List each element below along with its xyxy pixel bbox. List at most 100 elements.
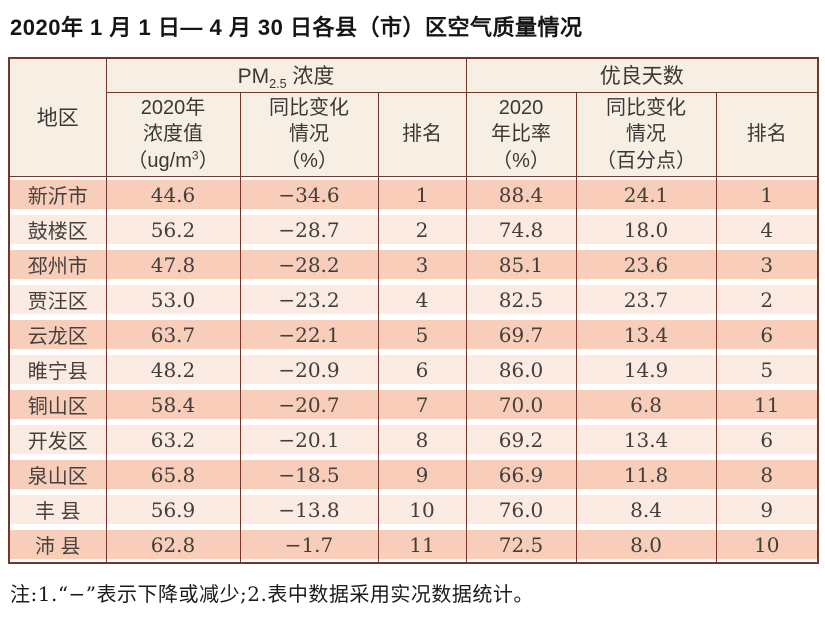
pm-rank-cell: 3 [377,247,467,283]
pm-rank-cell: 5 [377,317,467,353]
ratio-cell: 69.7 [465,317,577,353]
column-header-conc-change: 同比变化 情况 （%） [239,92,379,178]
conc-change-cell: −28.7 [239,212,379,248]
ratio-change-cell: 11.8 [575,457,717,493]
region-cell: 邳州市 [8,247,107,283]
page-title: 2020年 1 月 1 日— 4 月 30 日各县（市）区空气质量情况 [10,15,583,40]
ratio-cell: 74.8 [465,212,577,248]
pm-rank-cell: 1 [377,176,467,213]
table-row: 云龙区 63.7 −22.1 5 69.7 13.4 6 [8,317,819,353]
ratio-cell: 88.4 [465,176,577,213]
ratio-header-line2: 年比率 [491,123,552,146]
conc-change-cell: −22.1 [239,317,379,353]
days-rank-cell: 6 [715,317,819,353]
column-header-days-rank: 排名 [715,92,819,178]
region-cell: 泉山区 [8,457,107,493]
concentration-cell: 47.8 [105,247,241,283]
concentration-header-line1: 2020年 [140,96,206,119]
concentration-cell: 63.7 [105,317,241,353]
conc-change-cell: −28.2 [239,247,379,283]
ratio-header-line1: 2020 [498,96,544,119]
region-cell: 新沂市 [8,176,107,213]
days-rank-cell: 11 [715,387,819,423]
conc-change-cell: −1.7 [239,527,379,564]
days-rank-cell: 6 [715,422,819,458]
ratio-change-header-unit: （百分点） [596,149,697,172]
concentration-cell: 53.0 [105,282,241,318]
pm-rank-cell: 7 [377,387,467,423]
concentration-cell: 65.8 [105,457,241,493]
pm-rank-cell: 4 [377,282,467,318]
column-group-good-days: 优良天数 [465,57,819,93]
ratio-change-header-line1: 同比变化 [606,96,687,119]
ratio-cell: 66.9 [465,457,577,493]
concentration-cell: 62.8 [105,527,241,564]
ratio-change-cell: 6.8 [575,387,717,423]
days-rank-cell: 8 [715,457,819,493]
column-header-pm-rank: 排名 [377,92,467,178]
conc-change-cell: −20.7 [239,387,379,423]
table-row: 丰 县 56.9 −13.8 10 76.0 8.4 9 [8,492,819,528]
table-row: 铜山区 58.4 −20.7 7 70.0 6.8 11 [8,387,819,423]
region-cell: 开发区 [8,422,107,458]
region-cell: 沛 县 [8,527,107,564]
pm-rank-cell: 8 [377,422,467,458]
conc-change-cell: −20.9 [239,352,379,388]
table-row: 睢宁县 48.2 −20.9 6 86.0 14.9 5 [8,352,819,388]
ratio-header-unit: （%） [492,149,550,172]
ratio-cell: 86.0 [465,352,577,388]
page: 2020年 1 月 1 日— 4 月 30 日各县（市）区空气质量情况 地区 P… [8,15,820,607]
table-row: 鼓楼区 56.2 −28.7 2 74.8 18.0 4 [8,212,819,248]
ratio-change-cell: 23.6 [575,247,717,283]
table-row: 泉山区 65.8 −18.5 9 66.9 11.8 8 [8,457,819,493]
ratio-cell: 69.2 [465,422,577,458]
conc-change-header-line1: 同比变化 [269,96,349,119]
conc-change-header-line2: 情况 [289,123,329,146]
region-cell: 睢宁县 [8,352,107,388]
concentration-cell: 56.2 [105,212,241,248]
days-rank-cell: 4 [715,212,819,248]
days-rank-cell: 2 [715,282,819,318]
region-cell: 鼓楼区 [8,212,107,248]
ratio-change-cell: 14.9 [575,352,717,388]
concentration-cell: 44.6 [105,176,241,213]
pm25-label-subscript: 2.5 [269,76,287,91]
concentration-cell: 48.2 [105,352,241,388]
days-rank-cell: 1 [715,176,819,213]
ratio-change-cell: 8.4 [575,492,717,528]
ratio-change-cell: 18.0 [575,212,717,248]
column-header-concentration: 2020年 浓度值 （ug/m3） [105,92,241,178]
pm25-label-prefix: PM [237,64,270,88]
header-sub-row: 2020年 浓度值 （ug/m3） 同比变化 情况 （%） 排名 2020 年比… [9,92,819,178]
concentration-header-unit-exp: 3 [191,148,199,163]
days-rank-cell: 9 [715,492,819,528]
days-rank-cell: 5 [715,352,819,388]
table-header: 地区 PM2.5 浓度 优良天数 2020年 浓度值 （ug/m3） 同比变化 … [8,57,819,178]
pm-rank-cell: 6 [377,352,467,388]
table-body: 新沂市 44.6 −34.6 1 88.4 24.1 1 鼓楼区 56.2 −2… [8,176,819,564]
table-row: 开发区 63.2 −20.1 8 69.2 13.4 6 [8,422,819,458]
conc-change-cell: −13.8 [239,492,379,528]
table-row: 邳州市 47.8 −28.2 3 85.1 23.6 3 [8,247,819,283]
ratio-cell: 82.5 [465,282,577,318]
concentration-header-unit: （ug/m [127,149,192,172]
days-rank-cell: 10 [715,527,819,564]
conc-change-header-unit: （%） [280,149,338,172]
table-footnote: 注:1.“−”表示下降或减少;2.表中数据采用实况数据统计。 [10,582,534,607]
ratio-change-cell: 8.0 [575,527,717,564]
pm-rank-cell: 2 [377,212,467,248]
conc-change-cell: −34.6 [239,176,379,213]
ratio-cell: 70.0 [465,387,577,423]
table-row: 贾汪区 53.0 −23.2 4 82.5 23.7 2 [8,282,819,318]
ratio-cell: 76.0 [465,492,577,528]
concentration-header-line2: 浓度值 [143,123,203,146]
ratio-cell: 85.1 [465,247,577,283]
ratio-change-cell: 24.1 [575,176,717,213]
column-header-region: 地区 [8,57,107,178]
ratio-change-header-line2: 情况 [626,123,667,146]
region-cell: 丰 县 [8,492,107,528]
header-group-row: 地区 PM2.5 浓度 优良天数 [8,57,819,178]
pm25-label-suffix: 浓度 [286,64,335,88]
air-quality-table: 地区 PM2.5 浓度 优良天数 2020年 浓度值 （ug/m3） 同比变化 … [8,56,820,565]
ratio-cell: 72.5 [465,527,577,564]
